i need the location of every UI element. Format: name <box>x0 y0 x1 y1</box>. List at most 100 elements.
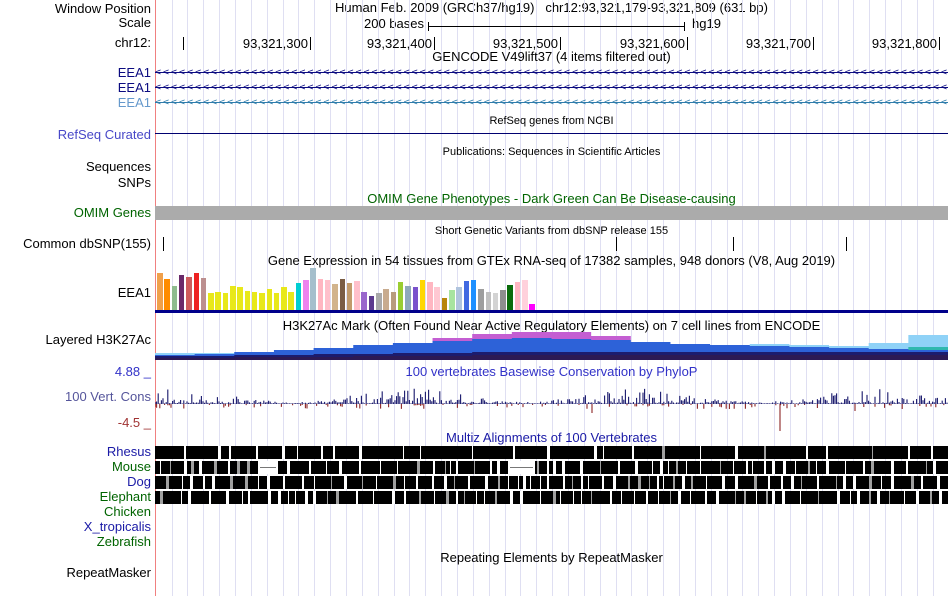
species-label-zebrafish[interactable]: Zebrafish <box>96 534 151 549</box>
gene-label-eea1-2[interactable]: EEA1 <box>117 80 151 95</box>
multiz-row-mouse[interactable] <box>155 461 948 474</box>
species-label-rhesus[interactable]: Rhesus <box>106 444 151 459</box>
alignment-gap <box>733 461 735 474</box>
multiz-row-elephant[interactable] <box>155 491 948 504</box>
gtex-bar[interactable] <box>164 278 170 310</box>
species-label-x-tropicalis[interactable]: X_tropicalis <box>83 519 151 534</box>
species-label-chicken[interactable]: Chicken <box>104 504 151 519</box>
gtex-bar[interactable] <box>361 291 367 310</box>
gtex-bar[interactable] <box>434 287 440 310</box>
track-label-layered-h3k27ac[interactable]: Layered H3K27Ac <box>45 332 151 347</box>
dbsnp-variant-tick[interactable] <box>733 237 734 251</box>
gtex-bar[interactable] <box>412 287 419 310</box>
gtex-bar[interactable] <box>449 290 455 310</box>
alignment-gap <box>563 476 566 489</box>
gene-line-eea1-1[interactable] <box>155 72 948 73</box>
gtex-bar[interactable] <box>478 288 484 310</box>
gtex-bar[interactable] <box>397 282 404 310</box>
gene-label-eea1-3[interactable]: EEA1 <box>117 95 151 110</box>
gtex-bar[interactable] <box>200 277 207 310</box>
gtex-bar[interactable] <box>390 291 397 310</box>
gtex-bar[interactable] <box>266 289 273 310</box>
gtex-bar[interactable] <box>500 289 506 310</box>
h3k27ac-layered-plot[interactable] <box>155 318 948 360</box>
gtex-bar[interactable] <box>463 281 470 310</box>
gtex-bar[interactable] <box>470 279 477 310</box>
alignment-gap <box>256 446 259 459</box>
gtex-bar[interactable] <box>405 286 411 310</box>
track-label-repeatmasker[interactable]: RepeatMasker <box>66 565 151 580</box>
gtex-bar[interactable] <box>324 279 331 310</box>
gtex-bar[interactable] <box>193 273 200 310</box>
dbsnp-variant-tick[interactable] <box>846 237 847 251</box>
gtex-bar[interactable] <box>507 284 513 310</box>
gtex-bar[interactable] <box>251 291 258 310</box>
species-label-elephant[interactable]: Elephant <box>99 489 151 504</box>
gtex-bar[interactable] <box>317 278 324 310</box>
gtex-bar[interactable] <box>522 279 528 310</box>
gtex-bar[interactable] <box>171 286 178 310</box>
gtex-bar[interactable] <box>485 291 492 310</box>
multiz-row-rhesus[interactable] <box>155 446 948 459</box>
gene-line-eea1-2[interactable] <box>155 87 948 88</box>
track-label-common-dbsnp[interactable]: Common dbSNP(155) <box>23 236 151 251</box>
species-label-mouse[interactable]: Mouse <box>111 459 151 474</box>
title-omim: OMIM Gene Phenotypes - Dark Green Can Be… <box>367 191 736 206</box>
track-label-refseq-curated[interactable]: RefSeq Curated <box>57 127 151 142</box>
gtex-bar[interactable] <box>339 278 346 310</box>
gtex-bar[interactable] <box>288 291 294 310</box>
alignment-gap <box>295 491 297 504</box>
track-label-100-vert-cons[interactable]: 100 Vert. Cons <box>65 389 151 404</box>
gridline <box>932 0 934 596</box>
species-label-dog[interactable]: Dog <box>127 474 151 489</box>
gtex-bar[interactable] <box>186 276 192 310</box>
alignment-gap <box>888 491 890 504</box>
gtex-bar[interactable] <box>244 290 251 310</box>
gtex-bar[interactable] <box>376 293 382 310</box>
alignment-gap <box>781 491 785 504</box>
alignment-gap <box>669 491 671 504</box>
gtex-bar[interactable] <box>492 293 499 310</box>
phylop-conservation-plot[interactable] <box>155 378 948 432</box>
gtex-bar[interactable] <box>303 279 309 310</box>
omim-gene-bar[interactable] <box>155 206 948 220</box>
gtex-bar[interactable] <box>310 267 316 310</box>
gtex-bar[interactable] <box>441 298 448 310</box>
gtex-bar[interactable] <box>514 282 521 310</box>
track-label-gtex-eea1[interactable]: EEA1 <box>117 285 151 300</box>
gtex-bar[interactable] <box>332 284 338 310</box>
alignment-gap <box>690 476 693 489</box>
gene-label-eea1-1[interactable]: EEA1 <box>117 65 151 80</box>
gtex-bar[interactable] <box>295 283 302 310</box>
dbsnp-variant-tick[interactable] <box>616 237 617 251</box>
gridline <box>631 0 633 596</box>
gtex-bar[interactable] <box>456 287 462 310</box>
alignment-gap <box>227 461 230 474</box>
dbsnp-variant-tick[interactable] <box>163 237 164 251</box>
gene-line-eea1-3[interactable] <box>155 102 948 103</box>
track-label-sequences[interactable]: Sequences <box>85 159 151 174</box>
gtex-bar[interactable] <box>237 287 243 310</box>
track-label-snps[interactable]: SNPs <box>117 175 151 190</box>
gtex-bar[interactable] <box>354 281 360 310</box>
gtex-bar[interactable] <box>427 282 433 310</box>
gtex-bar[interactable] <box>273 293 280 310</box>
gtex-bar[interactable] <box>346 283 353 310</box>
gtex-bar[interactable] <box>259 292 265 310</box>
gtex-bar[interactable] <box>529 304 535 310</box>
gtex-bar[interactable] <box>230 286 236 310</box>
gtex-bar[interactable] <box>157 273 163 310</box>
gtex-bar[interactable] <box>208 292 214 310</box>
multiz-row-dog[interactable] <box>155 476 948 489</box>
track-label-omim-genes[interactable]: OMIM Genes <box>73 205 151 220</box>
gtex-bar[interactable] <box>222 293 229 310</box>
gtex-bar[interactable] <box>281 287 287 310</box>
alignment-gap <box>715 491 719 504</box>
gtex-bar[interactable] <box>383 288 389 310</box>
gtex-bar[interactable] <box>215 291 221 310</box>
gtex-bar[interactable] <box>178 275 185 310</box>
gtex-bar[interactable] <box>368 296 375 310</box>
gtex-bar[interactable] <box>419 279 426 310</box>
refseq-gene-line[interactable] <box>155 133 948 134</box>
